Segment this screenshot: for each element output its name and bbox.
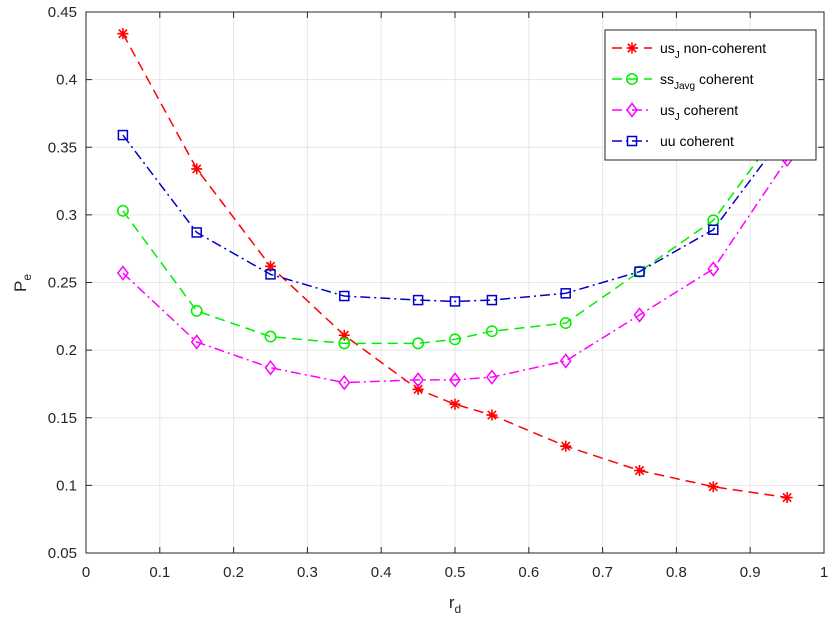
data-point-diamond <box>116 265 129 281</box>
data-point-asterisk <box>338 329 350 341</box>
data-point-asterisk <box>486 409 498 421</box>
legend-label-suffix: non-coherent <box>680 40 767 56</box>
legend-label-main: uu coherent <box>660 133 734 149</box>
y-tick-label: 0.3 <box>56 207 77 224</box>
x-tick-label: 0.8 <box>666 564 687 581</box>
y-tick-label: 0.05 <box>48 545 77 562</box>
x-tick-label: 0.7 <box>592 564 613 581</box>
data-point-square <box>449 296 461 307</box>
data-point-diamond <box>626 102 638 118</box>
data-point-asterisk <box>117 28 129 40</box>
legend-label-1: usJ non-coherent <box>660 40 766 61</box>
y-axis-label-sub: e <box>20 274 34 281</box>
y-tick-label: 0.15 <box>48 410 77 427</box>
legend-label-main: us <box>660 102 675 118</box>
y-axis-label-main: P <box>11 281 30 292</box>
series-markers <box>116 28 794 504</box>
series-lines <box>122 33 788 499</box>
data-point-diamond <box>412 372 425 388</box>
data-point-asterisk <box>412 383 424 395</box>
legend-label-sub: J <box>675 112 680 123</box>
data-point-square <box>117 129 129 141</box>
x-axis-label: rd <box>449 593 461 616</box>
data-point-square <box>191 227 202 238</box>
legend-label-3: usJ coherent <box>660 102 738 123</box>
x-tick-label: 0.1 <box>149 564 170 581</box>
data-point-circle <box>485 325 498 338</box>
y-tick-label: 0.4 <box>56 72 77 89</box>
y-tick-label: 0.1 <box>56 477 77 494</box>
data-point-asterisk <box>626 42 638 54</box>
x-tick-label: 1 <box>820 564 828 581</box>
series-line-3 <box>122 159 788 384</box>
series-line-4 <box>122 130 788 303</box>
data-point-asterisk <box>560 440 572 452</box>
data-point-square <box>486 294 498 306</box>
data-point-asterisk <box>707 481 719 493</box>
data-point-diamond <box>190 334 203 350</box>
data-point-diamond <box>338 374 351 391</box>
data-point-circle <box>264 330 277 343</box>
data-point-diamond <box>707 261 720 277</box>
x-axis-ticks: 0 0.1 0.2 0.3 0.4 0.5 0.6 0.7 0.8 0.9 1 <box>82 12 828 581</box>
data-point-circle <box>412 337 425 350</box>
y-tick-label: 0.35 <box>48 139 77 156</box>
data-point-asterisk <box>191 163 203 175</box>
data-point-circle <box>116 204 129 217</box>
x-tick-label: 0.6 <box>518 564 539 581</box>
data-point-square <box>339 290 350 302</box>
legend-box <box>604 29 817 161</box>
x-axis-label-main: r <box>449 593 455 612</box>
data-point-diamond <box>449 372 461 388</box>
series-line-2 <box>122 119 788 345</box>
data-point-square <box>560 288 571 299</box>
y-tick-label: 0.45 <box>48 4 77 21</box>
data-point-asterisk <box>781 492 793 504</box>
data-point-circle <box>449 333 461 346</box>
legend-label-main: ss <box>660 71 674 87</box>
data-point-asterisk <box>634 464 645 476</box>
data-point-square <box>634 266 645 277</box>
x-tick-label: 0.5 <box>445 564 466 581</box>
data-point-square <box>708 224 719 236</box>
legend-label-sub: J <box>675 50 680 61</box>
data-point-square <box>626 135 638 147</box>
data-point-circle <box>338 337 351 350</box>
x-tick-label: 0.4 <box>371 564 392 581</box>
legend-label-suffix: coherent <box>695 71 753 87</box>
data-point-circle <box>190 304 203 317</box>
data-point-diamond <box>559 353 572 369</box>
x-tick-label: 0.9 <box>740 564 761 581</box>
x-axis-label-sub: d <box>454 602 461 616</box>
legend-label-2: ssJavg coherent <box>660 71 754 92</box>
y-axis-label: Pe <box>11 274 34 292</box>
x-tick-label: 0.2 <box>223 564 244 581</box>
y-axis-ticks: 0.05 0.1 0.15 0.2 0.25 0.3 0.35 0.4 0.45 <box>48 4 824 562</box>
data-point-square <box>265 269 276 280</box>
legend-label-main: us <box>660 40 675 56</box>
x-tick-label: 0 <box>82 564 90 581</box>
data-point-diamond <box>264 359 277 376</box>
data-point-diamond <box>485 369 498 385</box>
y-tick-label: 0.2 <box>56 342 77 359</box>
data-point-asterisk <box>265 260 276 272</box>
y-tick-label: 0.25 <box>48 275 77 292</box>
data-point-circle <box>626 73 638 85</box>
data-point-circle <box>559 317 572 330</box>
data-point-diamond <box>633 307 646 323</box>
data-point-square <box>412 294 424 306</box>
legend-label-4: uu coherent <box>660 133 734 149</box>
legend-label-suffix: coherent <box>680 102 738 118</box>
legend-label-sub: Javg <box>674 81 695 92</box>
data-point-asterisk <box>449 398 461 410</box>
x-tick-label: 0.3 <box>297 564 318 581</box>
